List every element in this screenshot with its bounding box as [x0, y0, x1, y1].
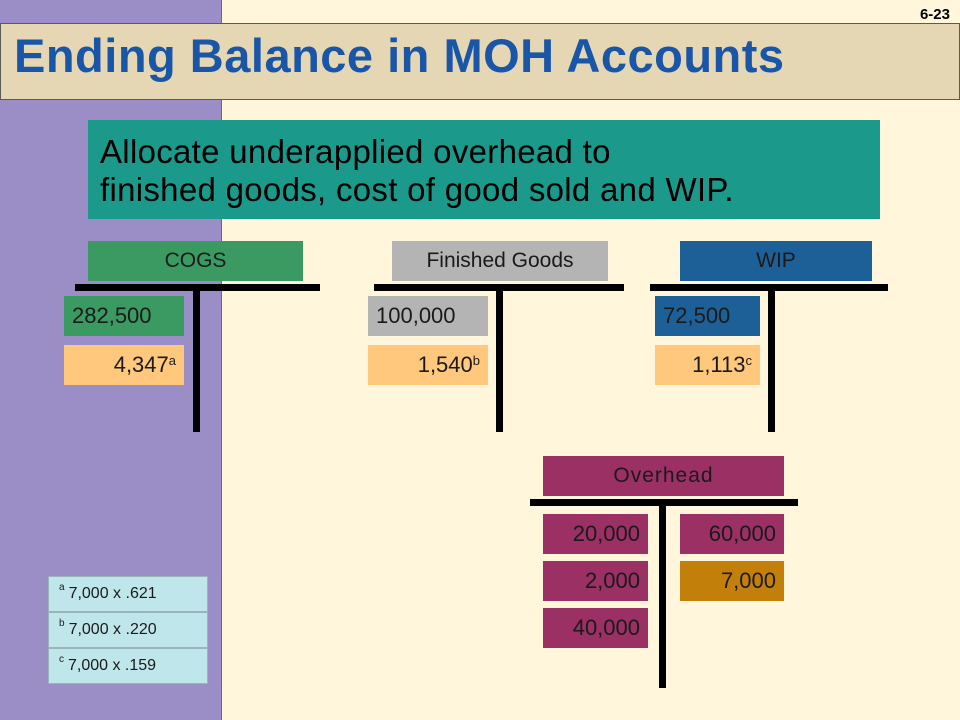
cogs-debit-2-note: a: [168, 353, 176, 368]
page-title: Ending Balance in MOH Accounts: [14, 29, 785, 82]
wip-debit-2-note: c: [745, 353, 753, 368]
finished-goods-header: Finished Goods: [392, 241, 608, 281]
wip-debit-1: 72,500: [655, 296, 760, 336]
cogs-header: COGS: [88, 241, 303, 281]
finished-goods-debit-1: 100,000: [368, 296, 488, 336]
wip-debit-2: 1,113c: [655, 345, 760, 385]
finished-goods-debit-2-note: b: [472, 353, 480, 368]
instruction-line-2: finished goods, cost of good sold and WI…: [100, 171, 734, 208]
wip-header: WIP: [680, 241, 872, 281]
note-c-text: 7,000 x .159: [68, 657, 157, 674]
slide-number: 6-23: [919, 6, 950, 23]
cogs-t-vertical: [193, 291, 200, 432]
cogs-debit-2: 4,347a: [64, 345, 184, 385]
finished-goods-t-vertical: [496, 291, 503, 432]
note-b-mark: b: [59, 618, 65, 629]
overhead-debit-3: 40,000: [543, 608, 648, 648]
note-a: a 7,000 x .621: [48, 576, 208, 612]
cogs-t-horizontal: [75, 284, 320, 291]
wip-t-vertical: [768, 291, 775, 432]
note-a-mark: a: [59, 582, 65, 593]
instruction-box: Allocate underapplied overhead to finish…: [88, 120, 880, 219]
note-a-text: 7,000 x .621: [68, 585, 157, 602]
overhead-credit-2: 7,000: [680, 561, 784, 601]
overhead-t-vertical: [659, 506, 666, 688]
finished-goods-t-horizontal: [374, 284, 624, 291]
overhead-t-horizontal: [530, 499, 798, 506]
note-b-text: 7,000 x .220: [68, 621, 157, 638]
title-bar: [0, 23, 960, 100]
finished-goods-debit-2: 1,540b: [368, 345, 488, 385]
note-c: c 7,000 x .159: [48, 648, 208, 684]
note-b: b 7,000 x .220: [48, 612, 208, 648]
cogs-debit-1: 282,500: [64, 296, 184, 336]
overhead-debit-2: 2,000: [543, 561, 648, 601]
cogs-debit-2-value: 4,347: [113, 352, 169, 377]
overhead-debit-1: 20,000: [543, 514, 648, 554]
wip-debit-2-value: 1,113: [692, 352, 746, 377]
overhead-header: Overhead: [543, 456, 784, 496]
note-c-mark: c: [59, 654, 64, 665]
overhead-credit-1: 60,000: [680, 514, 784, 554]
finished-goods-debit-2-value: 1,540: [417, 352, 473, 377]
wip-t-horizontal: [650, 284, 888, 291]
instruction-line-1: Allocate underapplied overhead to: [100, 133, 611, 170]
